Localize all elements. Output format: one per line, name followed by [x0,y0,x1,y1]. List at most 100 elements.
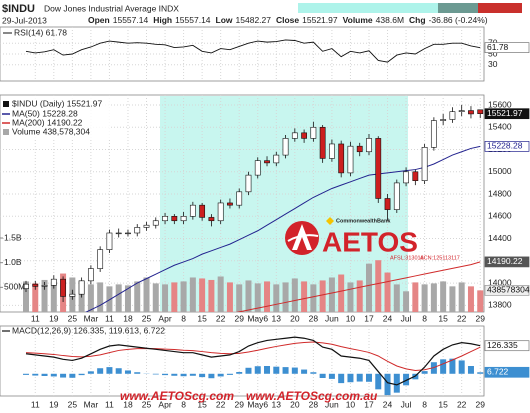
volume-bar [365,263,372,312]
x-tick-label: 15 [438,313,448,323]
acn: ACN:125113117 [420,255,460,261]
value-marker-box [484,340,530,352]
y-tick-label: 13800 [488,300,512,310]
x-tick-label: 15 [438,399,448,409]
legend-entry: MA(200) 14190.22 [12,117,83,127]
x-tick-label: 10 [346,313,356,323]
y-tick-label: 30 [488,59,498,69]
x-tick-label: Jun [325,313,339,323]
volume-bar [152,283,159,312]
candle-body [356,145,363,153]
volume-bar [328,277,335,312]
legend-entry: $INDU (Daily) 15521.97 [12,98,103,108]
histogram-bar [78,373,85,376]
value-marker: 438578304 [487,285,530,295]
quote-value: 15521.97 [302,15,338,25]
x-tick-label: 10 [346,399,356,409]
volume-bar [180,281,187,312]
histogram-bar [254,366,261,374]
volume-bar [356,280,363,312]
x-tick-label: 22 [216,313,226,323]
candle-body [217,202,224,222]
x-tick-label: 11 [31,313,40,323]
quote-value: 15557.14 [175,15,211,25]
x-tick-label: 29 [234,313,244,323]
histogram-bar [245,367,252,374]
histogram-bar [328,373,335,379]
volume-bar [310,284,317,312]
quote-label: Open [88,15,110,25]
x-tick-label: 28 [309,313,319,323]
histogram-bar [236,372,243,374]
candle-body [421,147,428,181]
x-tick-label: 11 [31,399,40,409]
candle-body [78,280,85,295]
candle-body [171,215,178,222]
histogram-bar [403,373,410,386]
histogram-bar [199,373,206,378]
volume-bar [384,272,391,312]
volume-bar [50,282,57,312]
candle-body [143,224,150,228]
logo-a [292,224,312,250]
x-tick-label: May6 [247,313,268,323]
x-tick-label: Mar [84,399,99,409]
volume-bar [23,281,29,312]
histogram-bar [226,373,233,375]
volume-bar [375,260,382,312]
volume-bar [97,282,104,312]
value-marker: 61.78 [487,42,509,52]
header-band [478,3,522,13]
candle-body [23,283,29,289]
x-tick-label: 8 [422,313,427,323]
volume-bar [226,282,233,312]
y-tick-label: 50 [488,48,498,58]
histogram-bar [106,367,113,374]
value-marker: 15228.28 [487,141,523,151]
volume-bar [245,280,252,312]
histogram-bar [50,373,57,377]
candle-body [458,110,465,112]
value-marker-box [484,285,530,296]
candle-body [115,232,122,235]
instrument-name: Dow Jones Industrial Average INDX [44,3,179,13]
y2-tick-label: 1.0B [4,257,22,267]
candle-body [347,145,354,174]
candle-body [412,171,419,181]
histogram-bar [189,373,196,376]
histogram-bar [23,373,29,375]
x-tick-label: 15 [197,313,207,323]
histogram-bar [467,366,474,374]
histogram-bar [282,367,289,374]
histogram-bar [97,368,104,374]
candle-body [60,278,66,297]
histogram-bar [60,373,67,378]
candle-body [329,143,335,159]
x-tick-label: 8 [181,399,186,409]
histogram-bar [375,373,382,390]
histogram-bar [32,373,39,376]
x-tick-label: 25 [142,399,152,409]
x-tick-label: 25 [142,313,152,323]
y-tick-label: 15400 [488,122,512,132]
histogram-bar [134,372,141,374]
x-tick-label: 8 [181,313,186,323]
candle-body [393,182,400,210]
candle-body [227,202,233,206]
legend-swatch [3,129,9,135]
volume-bar [254,283,261,312]
histogram-bar [365,373,372,382]
x-tick-label: 25 [68,313,78,323]
candle-body [32,283,39,287]
histogram-bar [115,368,122,374]
candle-body [449,111,456,120]
histogram-bar [449,358,456,374]
value-marker: 6.722 [487,367,509,377]
candle-body [403,171,409,184]
volume-bar [430,283,437,312]
volume-bar [282,282,289,312]
x-tick-label: Jul [401,399,412,409]
candle-body [282,138,289,156]
x-tick-label: 29 [475,399,485,409]
